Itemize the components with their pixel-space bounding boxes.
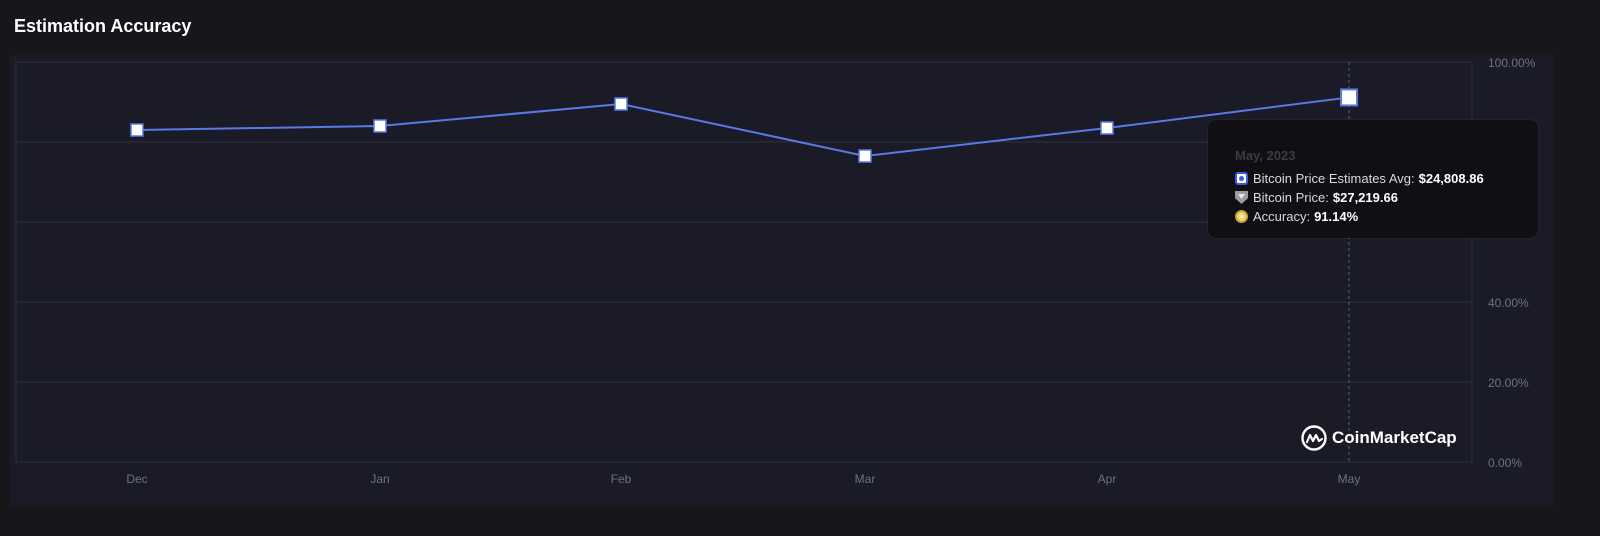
data-point — [614, 97, 628, 111]
watermark-text: CoinMarketCap — [1332, 428, 1457, 447]
x-tick-label: Jan — [370, 472, 389, 486]
data-point — [130, 123, 144, 137]
series-line — [136, 96, 1350, 158]
coinmarketcap-logo-icon — [1301, 425, 1327, 451]
tooltip-label: Bitcoin Price Estimates Avg: — [1253, 171, 1415, 186]
data-point — [1100, 121, 1114, 135]
x-tick-label: May — [1338, 472, 1361, 486]
chart-title: Estimation Accuracy — [14, 16, 192, 36]
coinmarketcap-watermark: CoinMarketCap — [1300, 424, 1457, 452]
tooltip-row-price: Bitcoin Price: $27,219.66 — [1235, 190, 1398, 205]
x-tick-label: Mar — [855, 472, 876, 486]
tooltip-date: May, 2023 — [1235, 148, 1296, 163]
y-tick-label: 100.00% — [1488, 56, 1536, 70]
data-point — [858, 149, 872, 163]
y-tick-label: 40.00% — [1488, 296, 1529, 310]
x-tick-label: Apr — [1098, 472, 1117, 486]
tooltip-label: Accuracy: — [1253, 209, 1311, 224]
chart-tooltip: May, 2023 Bitcoin Price Estimates Avg: $… — [1208, 120, 1538, 238]
y-tick-label: 20.00% — [1488, 376, 1529, 390]
tooltip-value: $27,219.66 — [1332, 190, 1398, 205]
data-point — [373, 119, 387, 133]
tooltip-value: $24,808.86 — [1418, 171, 1484, 186]
gold-coin-icon — [1235, 210, 1248, 223]
y-tick-label: 0.00% — [1488, 456, 1522, 470]
tooltip-value: 91.14% — [1314, 209, 1359, 224]
tooltip-label: Bitcoin Price: — [1253, 190, 1329, 205]
tooltip-row-estimate: Bitcoin Price Estimates Avg: $24,808.86 — [1235, 171, 1484, 186]
blue-circle-icon — [1235, 172, 1248, 185]
tooltip-row-accuracy: Accuracy: 91.14% — [1235, 209, 1358, 224]
grey-shield-icon — [1235, 191, 1248, 204]
x-tick-label: Feb — [611, 472, 632, 486]
x-tick-label: Dec — [126, 472, 147, 486]
data-point — [1340, 88, 1358, 107]
